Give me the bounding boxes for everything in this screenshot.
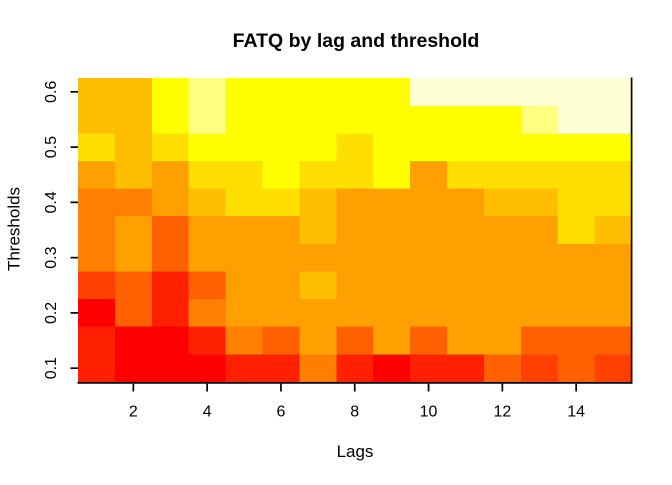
svg-text:8: 8 [350, 404, 359, 421]
svg-text:14: 14 [567, 404, 585, 421]
svg-text:0.1: 0.1 [43, 357, 60, 379]
svg-text:12: 12 [493, 404, 511, 421]
svg-text:0.3: 0.3 [43, 246, 60, 268]
svg-text:2: 2 [129, 404, 138, 421]
svg-text:4: 4 [203, 404, 212, 421]
svg-text:6: 6 [276, 404, 285, 421]
svg-text:0.2: 0.2 [43, 302, 60, 324]
svg-text:Lags: Lags [337, 442, 374, 461]
svg-text:0.6: 0.6 [43, 81, 60, 103]
svg-text:Thresholds: Thresholds [5, 187, 24, 271]
svg-text:0.4: 0.4 [43, 191, 60, 213]
svg-text:0.5: 0.5 [43, 136, 60, 158]
svg-text:10: 10 [420, 404, 438, 421]
svg-text:FATQ by lag and threshold: FATQ by lag and threshold [233, 30, 480, 52]
